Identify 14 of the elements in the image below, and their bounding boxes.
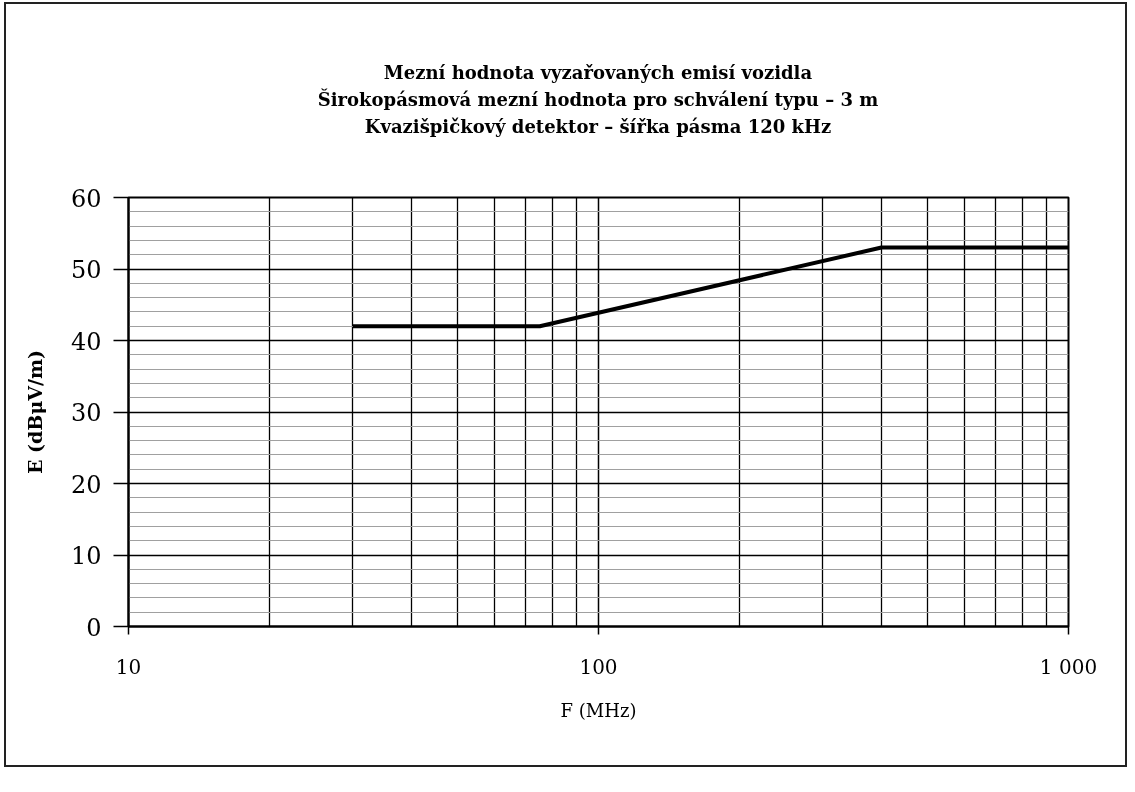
x-tick-label: 10 — [115, 654, 142, 679]
y-tick-label: 60 — [70, 184, 102, 213]
y-tick-label: 30 — [70, 399, 102, 427]
y-tick-label: 10 — [70, 542, 102, 570]
x-tick-label: 1 000 — [1039, 654, 1098, 679]
y-axis-title: E (dBμV/m) — [23, 349, 46, 475]
y-tick-label: 20 — [70, 470, 102, 499]
y-tick-label: 0 — [86, 613, 102, 642]
x-tick-label: 100 — [579, 654, 618, 679]
chart-title: Mezní hodnota vyzařovaných emisí vozidla — [383, 61, 813, 85]
y-tick-label: 50 — [70, 256, 102, 284]
y-tick-label: 40 — [70, 327, 102, 356]
x-axis-title: F (MHz) — [560, 699, 637, 721]
chart-subtitle: Širokopásmová mezní hodnota pro schválení typu – 3 m Kvazišpičkový detektor – šířka pásma 120 kHz — [317, 87, 879, 139]
